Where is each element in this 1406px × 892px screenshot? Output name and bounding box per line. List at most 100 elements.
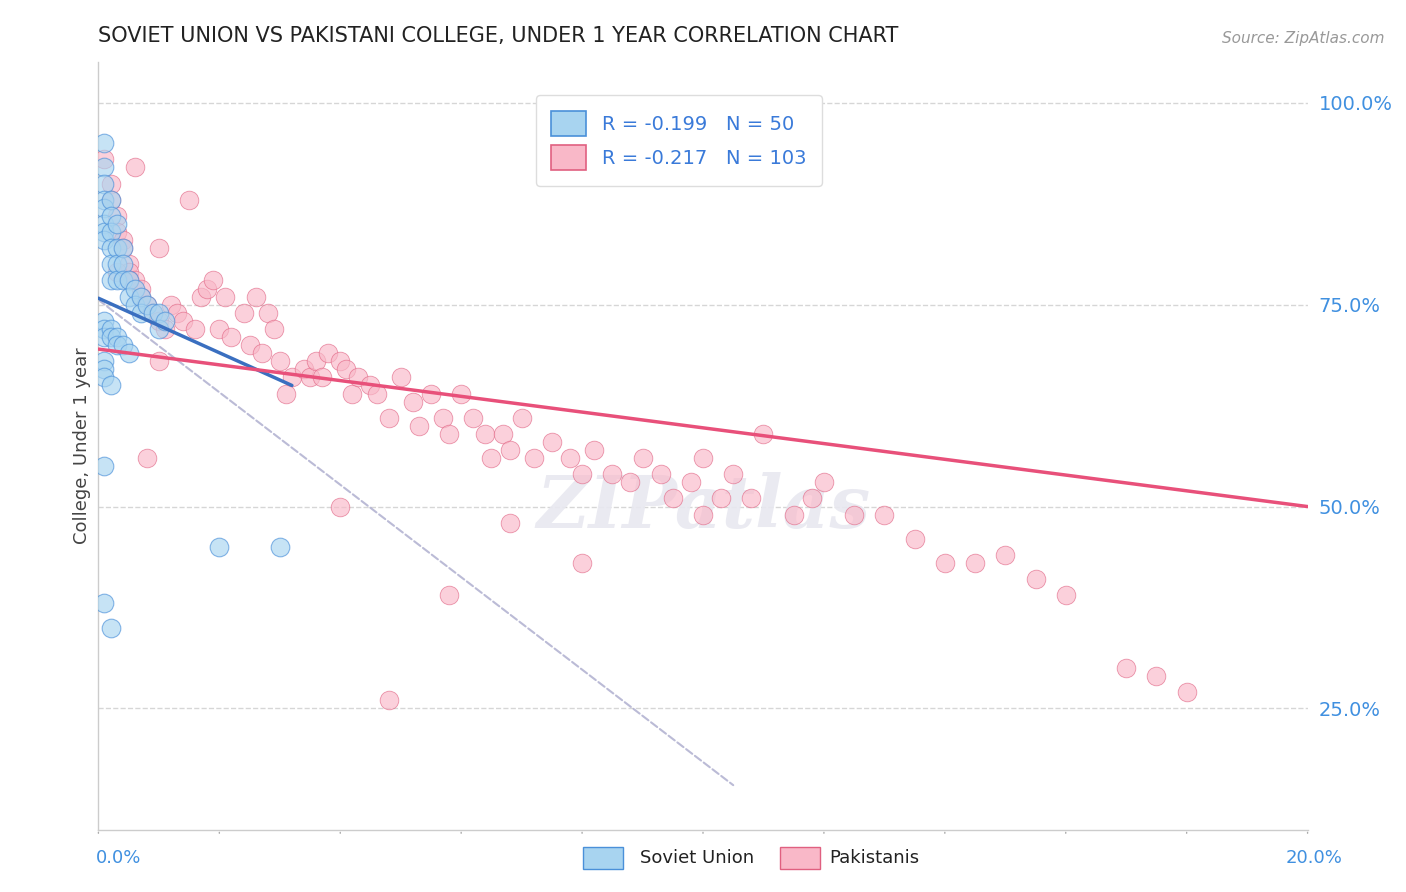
Point — [1175, 685, 1198, 699]
Point — [402, 394, 425, 409]
Point — [105, 265, 128, 279]
Point — [93, 153, 115, 167]
Point — [904, 532, 927, 546]
Point — [389, 370, 412, 384]
Point — [105, 209, 128, 223]
Point — [93, 177, 115, 191]
Point — [93, 136, 115, 151]
Text: 20.0%: 20.0% — [1286, 849, 1343, 867]
Text: SOVIET UNION VS PAKISTANI COLLEGE, UNDER 1 YEAR CORRELATION CHART: SOVIET UNION VS PAKISTANI COLLEGE, UNDER… — [98, 26, 898, 45]
Point — [679, 475, 702, 490]
Point — [305, 354, 328, 368]
Point — [558, 451, 581, 466]
Point — [105, 217, 128, 231]
Point — [347, 370, 370, 384]
Point — [474, 426, 496, 441]
Point — [93, 201, 115, 215]
Point — [129, 281, 152, 295]
Point — [408, 418, 430, 433]
Point — [335, 362, 357, 376]
Point — [571, 467, 593, 482]
Point — [135, 298, 157, 312]
Point — [100, 257, 122, 271]
Point — [510, 410, 533, 425]
Point — [360, 378, 382, 392]
Point — [100, 241, 122, 255]
Point — [481, 451, 503, 466]
Point — [105, 273, 128, 287]
Point — [650, 467, 672, 482]
Point — [93, 354, 115, 368]
Point — [93, 370, 115, 384]
Point — [124, 281, 146, 295]
Text: 0.0%: 0.0% — [96, 849, 141, 867]
Point — [783, 508, 806, 522]
Point — [366, 386, 388, 401]
Point — [692, 508, 714, 522]
Point — [118, 273, 141, 287]
Point — [190, 290, 212, 304]
Point — [172, 314, 194, 328]
Point — [105, 330, 128, 344]
Point — [602, 467, 624, 482]
Point — [274, 386, 297, 401]
Point — [202, 273, 225, 287]
Point — [311, 370, 333, 384]
Point — [105, 225, 128, 239]
Point — [329, 354, 352, 368]
Point — [195, 281, 218, 295]
Point — [965, 556, 987, 570]
Point — [710, 491, 733, 506]
Point — [463, 410, 485, 425]
Point — [105, 338, 128, 352]
Point — [93, 459, 115, 474]
Point — [934, 556, 956, 570]
Text: Soviet Union: Soviet Union — [640, 849, 754, 867]
Text: Source: ZipAtlas.com: Source: ZipAtlas.com — [1222, 31, 1385, 46]
Point — [1144, 669, 1167, 683]
Point — [105, 241, 128, 255]
Legend: R = -0.199   N = 50, R = -0.217   N = 103: R = -0.199 N = 50, R = -0.217 N = 103 — [536, 95, 823, 186]
Point — [100, 193, 122, 207]
Point — [245, 290, 267, 304]
Point — [723, 467, 745, 482]
Point — [93, 330, 115, 344]
Point — [292, 362, 315, 376]
Point — [93, 161, 115, 175]
Point — [692, 451, 714, 466]
Point — [800, 491, 823, 506]
Point — [93, 217, 115, 231]
Point — [263, 322, 285, 336]
Point — [118, 346, 141, 360]
Point — [93, 597, 115, 611]
Point — [432, 410, 454, 425]
Point — [148, 241, 170, 255]
Point — [100, 378, 122, 392]
Point — [118, 273, 141, 287]
Point — [316, 346, 339, 360]
Point — [239, 338, 262, 352]
Point — [740, 491, 762, 506]
Point — [166, 306, 188, 320]
Point — [450, 386, 472, 401]
Point — [498, 516, 520, 530]
Point — [129, 290, 152, 304]
Point — [129, 290, 152, 304]
Point — [994, 548, 1017, 562]
Text: Pakistanis: Pakistanis — [830, 849, 920, 867]
Point — [1115, 661, 1137, 675]
Point — [111, 241, 134, 255]
Point — [93, 322, 115, 336]
Point — [179, 193, 201, 207]
Point — [153, 314, 176, 328]
Point — [619, 475, 641, 490]
Point — [93, 225, 115, 239]
Point — [105, 257, 128, 271]
Point — [111, 273, 134, 287]
Point — [329, 500, 352, 514]
Point — [377, 410, 399, 425]
Point — [124, 273, 146, 287]
Point — [281, 370, 304, 384]
Point — [631, 451, 654, 466]
Text: ZIPatlas: ZIPatlas — [536, 472, 870, 543]
